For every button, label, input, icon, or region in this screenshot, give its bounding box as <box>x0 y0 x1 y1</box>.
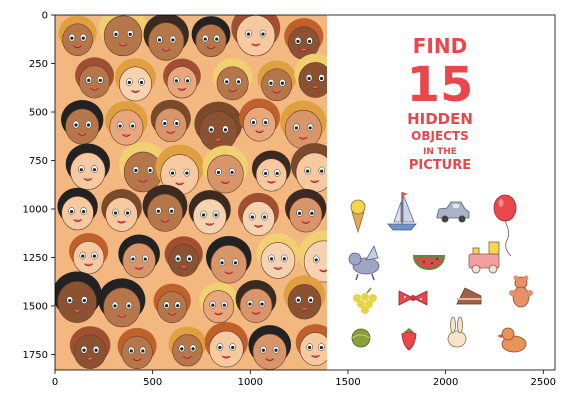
crowd-face <box>188 190 231 235</box>
title-hidden: HIDDEN <box>407 110 473 128</box>
duck-icon[interactable] <box>497 327 527 353</box>
crowd-face <box>61 100 104 145</box>
crowd-face <box>155 144 204 196</box>
title-count: 15 <box>407 57 474 113</box>
watermelon-slice-icon[interactable] <box>412 255 446 270</box>
crowd-face <box>191 16 231 58</box>
strawberry-icon[interactable] <box>401 328 417 351</box>
crowd-face <box>298 230 327 283</box>
crowd-face <box>231 15 281 57</box>
title-in-the: IN THE <box>423 147 457 157</box>
x-tick-label: 1000 <box>238 377 263 388</box>
crowd-face <box>101 189 142 232</box>
crowd-face <box>294 53 327 98</box>
toy-train-icon[interactable] <box>468 241 500 274</box>
crowd-face <box>143 15 189 61</box>
teddy-bear-icon[interactable] <box>509 275 533 308</box>
crowd-face <box>57 187 98 231</box>
crowd-face <box>239 98 281 142</box>
crowd-face <box>256 233 300 279</box>
winged-cat-icon[interactable] <box>348 245 380 281</box>
hidden-objects-legend <box>348 192 533 353</box>
title-find: FIND <box>413 34 467 58</box>
x-tick-label: 0 <box>52 377 58 388</box>
crowd-face <box>295 324 327 366</box>
y-tick-label: 500 <box>29 107 48 118</box>
crowd-face <box>69 326 111 369</box>
x-tick-label: 2000 <box>433 377 458 388</box>
ice-cream-cone-icon[interactable] <box>350 199 366 234</box>
crowd-face <box>204 321 248 368</box>
x-axis: 0 500 1000 1500 2000 2500 <box>52 370 556 388</box>
y-tick-label: 1750 <box>23 350 48 361</box>
sailboat-icon[interactable] <box>387 192 417 231</box>
crowd-face <box>168 326 207 367</box>
crowd-face <box>194 101 243 152</box>
crowd-face <box>75 57 114 99</box>
crowd-face <box>285 188 327 233</box>
crowd-face <box>237 192 280 237</box>
grapes-icon[interactable] <box>353 287 377 314</box>
cake-slice-icon[interactable] <box>456 287 482 305</box>
crowd-face <box>284 18 324 60</box>
crowd-face <box>98 278 146 328</box>
crowd-face <box>65 143 111 190</box>
crowd-face <box>55 271 102 323</box>
crowd-face <box>163 58 201 99</box>
x-tick-label: 1500 <box>335 377 360 388</box>
crowd-face <box>202 145 249 194</box>
toy-car-icon[interactable] <box>436 201 470 223</box>
crowd-face <box>283 275 326 320</box>
crowd-face <box>251 150 291 192</box>
y-tick-label: 1500 <box>23 301 48 312</box>
rabbit-icon[interactable] <box>447 316 467 348</box>
crowd-face <box>117 327 157 370</box>
crowd-face <box>257 60 296 102</box>
crowd-face <box>153 283 191 324</box>
x-tick-label: 500 <box>143 377 162 388</box>
title-objects: OBJECTS <box>411 129 469 143</box>
crowd-face <box>248 325 292 370</box>
y-tick-label: 250 <box>29 59 48 70</box>
crowd-face <box>58 15 97 56</box>
crowd-face <box>105 100 148 146</box>
crowd-face <box>142 184 188 232</box>
crowd-face <box>150 99 191 143</box>
y-tick-label: 0 <box>42 11 48 22</box>
axes-frame <box>54 14 556 371</box>
bow-tie-icon[interactable] <box>398 290 428 306</box>
crowd-face <box>119 142 168 193</box>
crowd-face <box>290 143 327 193</box>
crowd-face <box>164 236 203 277</box>
crowd-face <box>114 58 156 102</box>
crowd-face <box>280 100 327 150</box>
crowd-illustration[interactable] <box>52 5 348 370</box>
y-axis: 0 250 500 750 1000 1250 1500 1750 <box>23 11 55 361</box>
title-picture: PICTURE <box>409 158 471 173</box>
x-tick-label: 2500 <box>531 377 556 388</box>
y-tick-label: 750 <box>29 156 48 167</box>
crowd-face <box>206 235 252 284</box>
crowd-face <box>99 15 148 57</box>
crowd-face <box>118 234 160 279</box>
crowd-face <box>235 280 277 323</box>
ball-icon[interactable] <box>351 328 371 348</box>
y-tick-label: 1000 <box>23 204 48 215</box>
crowd-face <box>199 282 238 324</box>
y-tick-label: 1250 <box>23 253 48 264</box>
crowd-face <box>212 58 253 101</box>
crowd-face <box>69 232 109 275</box>
balloon-icon[interactable] <box>493 194 517 257</box>
